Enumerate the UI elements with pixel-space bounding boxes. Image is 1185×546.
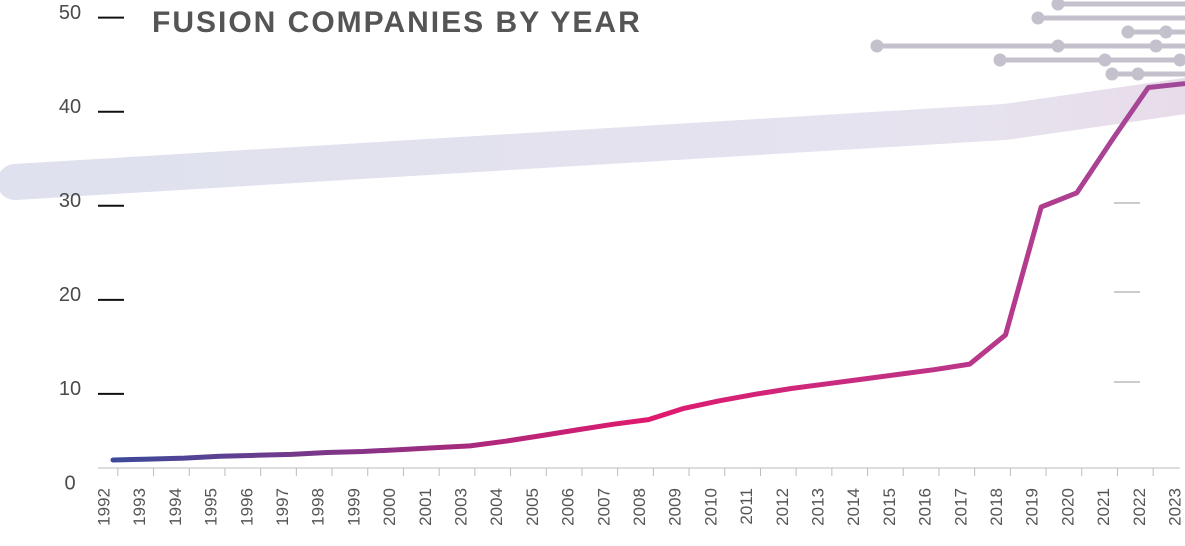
x-tick-label: 2012	[773, 488, 792, 526]
decor-lines	[870, 0, 1185, 81]
y-tick-label: 30	[59, 190, 81, 212]
x-tick-label: 2016	[916, 488, 935, 526]
decor-dashes	[1114, 202, 1140, 383]
x-tick-label: 2004	[487, 488, 506, 526]
x-tick-label: 2001	[416, 488, 435, 526]
x-tick-label: 2007	[594, 488, 613, 526]
y-tick-label: 0	[64, 472, 75, 494]
x-tick-label: 1994	[166, 488, 185, 526]
x-tick-label: 1998	[309, 488, 328, 526]
x-tick-label: 2023	[1165, 488, 1184, 526]
y-tick-label: 10	[59, 378, 81, 400]
x-tick-label: 2018	[987, 488, 1006, 526]
y-tick-label: 40	[59, 96, 81, 118]
x-tick-label: 2020	[1058, 488, 1077, 526]
y-tick-label: 50	[59, 2, 81, 24]
x-tick-label: 1996	[237, 488, 256, 526]
x-tick-label: 2008	[630, 488, 649, 526]
x-tick-label: 2021	[1094, 488, 1113, 526]
x-tick-label: 2003	[451, 488, 470, 526]
x-tick-label: 2006	[559, 488, 578, 526]
y-tick-label: 20	[59, 284, 81, 306]
x-tick-label: 2014	[844, 488, 863, 526]
x-tick-label: 1993	[130, 488, 149, 526]
x-tick-label: 1999	[344, 488, 363, 526]
x-tick-label: 1995	[202, 488, 221, 526]
decor-band	[0, 78, 1185, 200]
data-line	[110, 81, 1185, 463]
x-tick-label: 2000	[380, 488, 399, 526]
x-tick-label: 2017	[951, 488, 970, 526]
x-tick-label: 2013	[808, 488, 827, 526]
x-tick-label: 2019	[1023, 488, 1042, 526]
x-tick-label: 2009	[666, 488, 685, 526]
x-tick-label: 1992	[94, 488, 113, 526]
x-tick-label: 2015	[880, 488, 899, 526]
x-tick-label: 2011	[737, 488, 756, 525]
chart-title: FUSION COMPANIES BY YEAR	[152, 6, 642, 39]
x-tick-label: 1997	[273, 488, 292, 526]
x-tick-label: 2005	[523, 488, 542, 526]
x-tick-label: 2010	[701, 488, 720, 526]
x-tick-label: 2022	[1130, 488, 1149, 526]
